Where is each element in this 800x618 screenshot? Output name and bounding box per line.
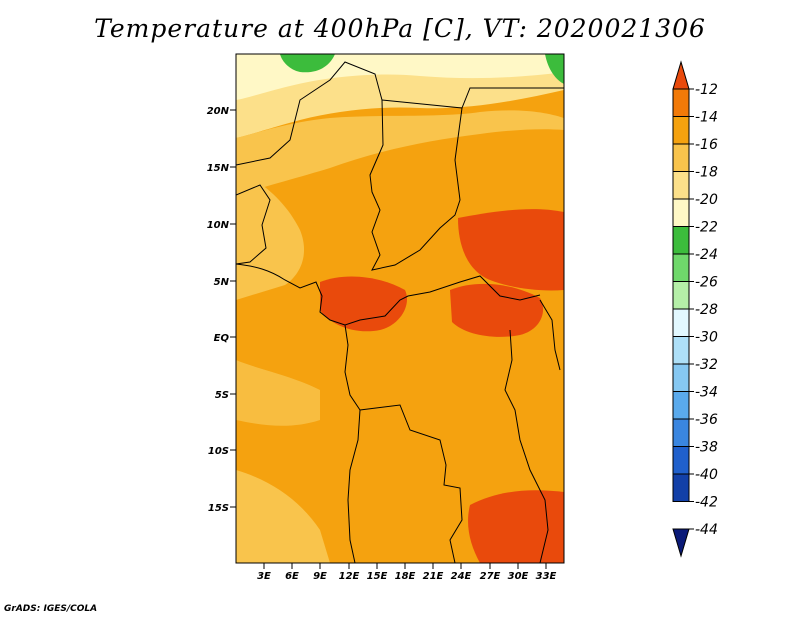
lon-label-21e: 21E (423, 571, 444, 582)
colorbar-box (673, 337, 689, 365)
lat-tick-5n: 5N (214, 277, 236, 288)
colorbar: -12 -14 -16 -18 -20 -22 -24 -26 -28 -30 -32 -34 -36 -… (673, 62, 718, 556)
lat-label-15s: 15S (208, 503, 229, 514)
colorbar-label: -12 (695, 82, 718, 98)
colorbar-label: -28 (695, 302, 718, 318)
colorbar-label: -30 (695, 330, 718, 346)
colorbar-box (673, 172, 689, 200)
colorbar-label: -20 (695, 192, 718, 208)
lon-tick-3e: 3E (257, 563, 271, 582)
lon-label-6e: 6E (285, 571, 299, 582)
colorbar-label: -32 (695, 357, 718, 373)
lat-label-eq: EQ (214, 333, 230, 344)
lon-label-30e: 30E (508, 571, 529, 582)
colorbar-label: -14 (695, 110, 718, 126)
colorbar-box (673, 227, 689, 255)
lon-label-24e: 24E (451, 571, 472, 582)
lat-tick-15n: 15N (207, 163, 236, 174)
lon-label-15e: 15E (367, 571, 388, 582)
lat-tick-15s: 15S (208, 503, 236, 514)
colorbar-label: -16 (695, 137, 718, 153)
lon-tick-33e: 33E (536, 563, 557, 582)
lon-label-27e: 27E (480, 571, 501, 582)
lat-label-5s: 5S (215, 390, 229, 401)
lat-tick-10n: 10N (207, 220, 236, 231)
colorbar-label: -40 (695, 467, 718, 483)
colorbar-top-arrow (673, 62, 689, 89)
colorbar-bottom-arrow (673, 529, 689, 556)
temperature-field (236, 54, 564, 563)
lon-label-9e: 9E (313, 571, 327, 582)
lon-tick-15e: 15E (367, 563, 388, 582)
lon-tick-24e: 24E (451, 563, 472, 582)
lat-tick-20n: 20N (207, 106, 236, 117)
colorbar-box (673, 392, 689, 420)
colorbar-boxes (673, 89, 689, 502)
lat-label-10n: 10N (207, 220, 230, 231)
lon-label-12e: 12E (339, 571, 360, 582)
colorbar-labels: -12 -14 -16 -18 -20 -22 -24 -26 -28 -30 -32 -34 -36 -… (689, 82, 718, 538)
lon-label-18e: 18E (395, 571, 416, 582)
lon-tick-9e: 9E (313, 563, 327, 582)
colorbar-label: -38 (695, 440, 718, 456)
colorbar-box (673, 199, 689, 227)
colorbar-box (673, 447, 689, 475)
lon-tick-6e: 6E (285, 563, 299, 582)
colorbar-label: -36 (695, 412, 718, 428)
lat-label-15n: 15N (207, 163, 230, 174)
lon-tick-30e: 30E (508, 563, 529, 582)
lat-label-20n: 20N (207, 106, 230, 117)
lon-label-3e: 3E (257, 571, 271, 582)
colorbar-label: -42 (695, 495, 718, 511)
grads-credit: GrADS: IGES/COLA (4, 604, 97, 614)
lon-label-33e: 33E (536, 571, 557, 582)
map-figure: 20N 15N 10N 5N EQ 5S 10S 15S 3E 6E 9E 12… (0, 0, 800, 618)
colorbar-label: -44 (695, 522, 718, 538)
colorbar-label: -24 (695, 247, 718, 263)
lon-tick-21e: 21E (423, 563, 444, 582)
colorbar-box (673, 282, 689, 310)
lat-tick-10s: 10S (208, 446, 236, 457)
lon-tick-12e: 12E (339, 563, 360, 582)
lat-tick-eq: EQ (214, 333, 236, 344)
colorbar-label: -22 (695, 220, 718, 236)
longitude-axis: 3E 6E 9E 12E 15E 18E 21E 24E 27E 30E 33E (257, 563, 556, 582)
colorbar-box (673, 419, 689, 447)
colorbar-box (673, 309, 689, 337)
lat-tick-5s: 5S (215, 390, 236, 401)
colorbar-label: -34 (695, 385, 718, 401)
colorbar-label: -26 (695, 275, 718, 291)
colorbar-box (673, 254, 689, 282)
colorbar-box (673, 89, 689, 117)
lon-tick-27e: 27E (480, 563, 501, 582)
colorbar-box (673, 474, 689, 502)
colorbar-box (673, 364, 689, 392)
lat-label-5n: 5N (214, 277, 230, 288)
lat-label-10s: 10S (208, 446, 229, 457)
colorbar-box (673, 144, 689, 172)
field-dark-south (468, 490, 564, 563)
lon-tick-18e: 18E (395, 563, 416, 582)
colorbar-box (673, 117, 689, 145)
colorbar-label: -18 (695, 165, 718, 181)
latitude-axis: 20N 15N 10N 5N EQ 5S 10S 15S (207, 106, 236, 514)
